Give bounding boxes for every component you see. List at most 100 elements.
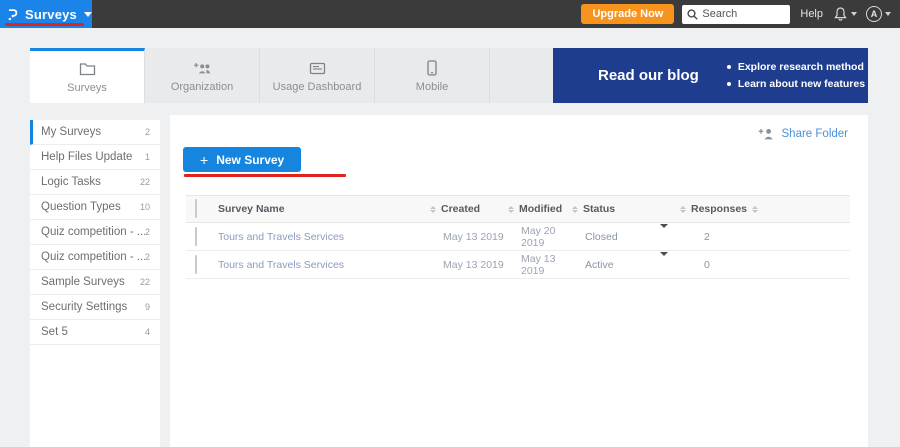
tab-label: Surveys (67, 81, 107, 94)
sort-icon[interactable] (508, 205, 514, 213)
sidebar-item-set-5[interactable]: Set 5 4 (30, 320, 160, 345)
new-survey-button[interactable]: + New Survey (183, 147, 302, 172)
tab-surveys[interactable]: Surveys (30, 48, 145, 103)
new-survey-label: New Survey (216, 152, 285, 167)
sidebar-item-question-types[interactable]: Question Types 10 (30, 195, 160, 220)
col-header-responses[interactable]: Responses (680, 203, 759, 215)
blog-banner[interactable]: Read our blog Explore research method Le… (553, 48, 868, 103)
sidebar-item-count: 2 (144, 252, 150, 262)
responses-count: 0 (704, 258, 710, 271)
bell-icon (834, 7, 847, 21)
select-all-checkbox[interactable] (195, 199, 197, 218)
sidebar-item-count: 22 (139, 277, 150, 287)
tab-label: Mobile (415, 81, 449, 93)
proprofs-logo-icon (8, 8, 18, 20)
sort-icon[interactable] (680, 205, 686, 213)
folders-sidebar: My Surveys 2 Help Files Update 1 Logic T… (30, 120, 160, 447)
sidebar-item-security-settings[interactable]: Security Settings 9 (30, 295, 160, 320)
sidebar-item-sample-surveys[interactable]: Sample Surveys 22 (30, 270, 160, 295)
sidebar-item-count: 10 (139, 202, 150, 212)
bullet-dot-icon (726, 82, 731, 86)
product-name: Surveys (25, 6, 77, 22)
monitor-icon (309, 60, 326, 76)
sidebar-item-label: Help Files Update (41, 151, 133, 163)
row-checkbox[interactable] (195, 226, 197, 246)
sidebar-item-label: Security Settings (41, 301, 128, 313)
col-header-survey-name[interactable]: Survey Name (218, 203, 430, 215)
account-menu[interactable]: A (866, 6, 891, 22)
sidebar-item-label: My Surveys (41, 126, 102, 138)
top-bar: Surveys Upgrade Now Help A (0, 0, 900, 28)
survey-name-link[interactable]: Tours and Travels Services (218, 258, 345, 271)
search-input[interactable] (702, 8, 783, 20)
status-dropdown-caret[interactable] (660, 223, 668, 245)
col-header-label: Status (583, 203, 616, 215)
sidebar-item-count: 1 (144, 152, 150, 162)
tab-label: Usage Dashboard (272, 81, 362, 93)
sidebar-item-count: 2 (144, 127, 150, 137)
upgrade-now-button[interactable]: Upgrade Now (581, 4, 675, 24)
status-value: Closed (585, 230, 618, 243)
sidebar-item-help-files-update[interactable]: Help Files Update 1 (30, 145, 160, 170)
col-header-created[interactable]: Created (430, 203, 508, 215)
sidebar-item-count: 2 (144, 227, 150, 237)
sidebar-item-quiz-competition-1[interactable]: Quiz competition - ... 2 (30, 220, 160, 245)
created-date: May 13 2019 (443, 230, 504, 243)
sidebar-item-count: 4 (144, 327, 150, 337)
chevron-down-icon (84, 11, 92, 17)
notifications-menu[interactable] (833, 6, 857, 22)
tab-label: Organization (170, 81, 234, 93)
responses-count: 2 (704, 230, 710, 243)
sort-icon[interactable] (752, 205, 759, 213)
col-header-label: Survey Name (218, 203, 285, 215)
search-icon (687, 8, 699, 20)
table-header-row: Survey Name Created Modified Status Resp… (186, 195, 850, 223)
search-box[interactable] (682, 4, 791, 24)
folder-icon (79, 61, 96, 77)
chevron-down-icon (885, 12, 891, 16)
table-row: Tours and Travels Services May 13 2019 M… (186, 251, 850, 279)
bullet-dot-icon (726, 65, 731, 69)
blog-bullet: Learn about new features (726, 78, 866, 90)
col-header-label: Responses (691, 203, 748, 215)
surveys-panel: Share Folder + New Survey Survey Name Cr… (170, 115, 868, 447)
sidebar-item-label: Question Types (41, 201, 121, 213)
sidebar-item-count: 9 (144, 302, 150, 312)
sidebar-item-quiz-competition-2[interactable]: Quiz competition - ... 2 (30, 245, 160, 270)
blog-banner-title: Read our blog (598, 67, 699, 84)
tab-organization[interactable]: Organization (145, 48, 260, 103)
status-dropdown-caret[interactable] (660, 251, 668, 273)
chevron-down-icon (851, 12, 857, 16)
share-folder-label: Share Folder (781, 128, 848, 140)
col-header-modified[interactable]: Modified (508, 203, 572, 215)
sidebar-item-label: Sample Surveys (41, 276, 125, 288)
sort-icon[interactable] (430, 205, 436, 213)
col-header-label: Created (441, 203, 481, 215)
sidebar-item-logic-tasks[interactable]: Logic Tasks 22 (30, 170, 160, 195)
tab-usage-dashboard[interactable]: Usage Dashboard (260, 48, 375, 103)
blog-bullet-text: Explore research method (737, 61, 864, 73)
blog-bullet: Explore research method (726, 61, 865, 73)
sidebar-item-label: Quiz competition - ... (41, 251, 145, 263)
col-header-status[interactable]: Status (572, 203, 660, 215)
sort-icon[interactable] (572, 205, 578, 213)
share-folder-link[interactable]: Share Folder (758, 128, 848, 140)
sidebar-item-label: Set 5 (41, 326, 68, 338)
tab-mobile[interactable]: Mobile (375, 48, 490, 103)
people-add-icon (193, 60, 212, 76)
survey-name-link[interactable]: Tours and Travels Services (218, 230, 345, 243)
mobile-icon (427, 60, 437, 76)
status-value: Active (585, 258, 614, 271)
modified-date: May 20 2019 (521, 224, 556, 249)
created-date: May 13 2019 (443, 258, 504, 271)
surveys-table: Survey Name Created Modified Status Resp… (186, 195, 850, 279)
help-link[interactable]: Help (800, 8, 823, 20)
sidebar-item-my-surveys[interactable]: My Surveys 2 (30, 120, 160, 145)
plus-icon: + (200, 151, 209, 168)
product-switcher[interactable]: Surveys (0, 0, 92, 28)
row-checkbox[interactable] (195, 254, 197, 274)
annotation-underline-new-survey (184, 174, 346, 177)
table-row: Tours and Travels Services May 13 2019 M… (186, 223, 850, 251)
sidebar-item-label: Logic Tasks (41, 176, 101, 188)
blog-bullet-text: Learn about new features (737, 78, 866, 90)
